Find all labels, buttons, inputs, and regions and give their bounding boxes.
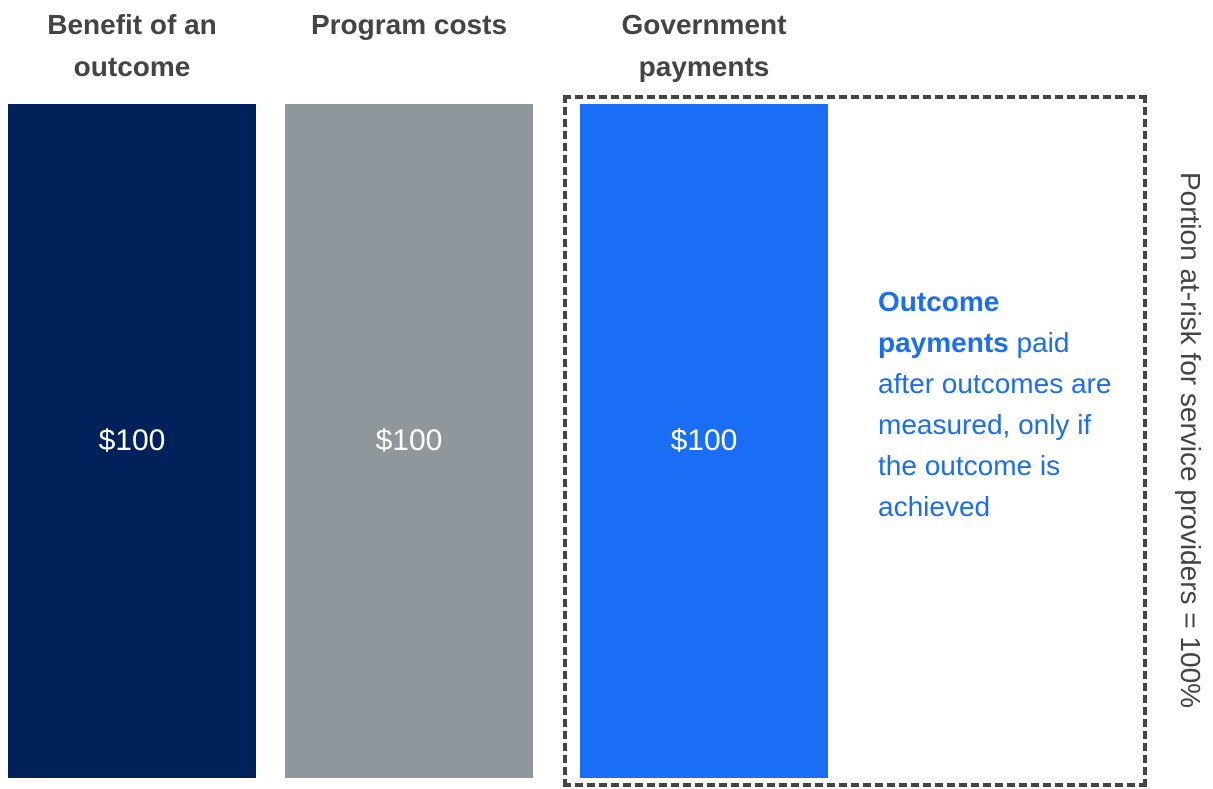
annotation-title: Outcome payments <box>878 286 1009 358</box>
category-label: Program costs <box>310 9 508 40</box>
category-label: Benefit of an outcome <box>47 9 217 82</box>
value-label: $100 <box>375 424 443 457</box>
side-label: Portion at-risk for service providers = … <box>1175 171 1206 709</box>
at-risk-box <box>563 95 1147 787</box>
annotation: Outcome payments paid after outcomes are… <box>878 281 1128 527</box>
value-label: $100 <box>670 424 738 457</box>
bar: $100 <box>580 104 828 778</box>
value-label: $100 <box>98 424 166 457</box>
bar: $100 <box>8 104 256 778</box>
category-label: Government payments <box>621 9 787 82</box>
annotation-text: paid after outcomes are measured, only i… <box>878 327 1112 522</box>
bar: $100 <box>285 104 533 778</box>
